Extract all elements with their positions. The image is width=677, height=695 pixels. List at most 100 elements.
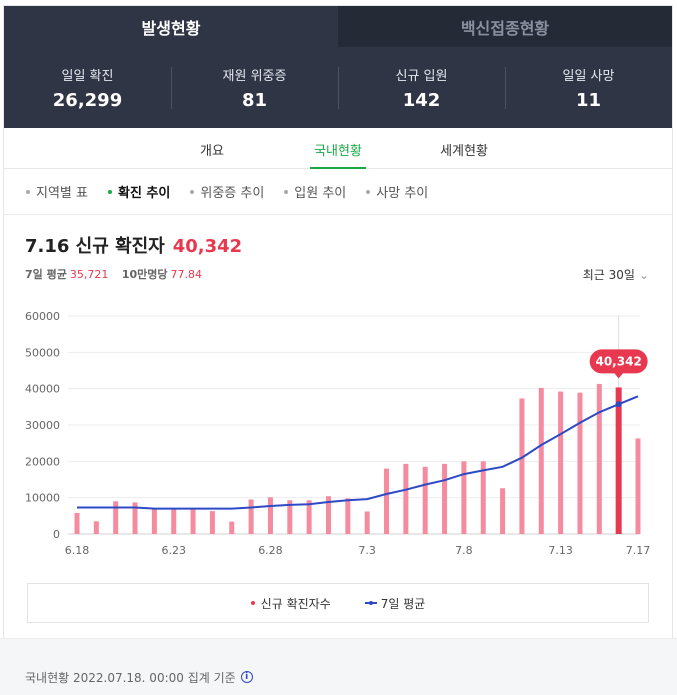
bar: [248, 499, 254, 534]
tab-vaccination-status[interactable]: 백신접종현황: [338, 6, 672, 47]
headline-title: 7.16 신규 확진자: [25, 236, 165, 257]
bar: [558, 391, 564, 534]
x-tick-label: 7.17: [626, 544, 651, 557]
bar: [500, 488, 506, 534]
chevron-down-icon: ⌄: [638, 268, 649, 282]
y-tick-label: 30000: [25, 419, 60, 432]
filter-critical-trend[interactable]: 위중증 추이: [190, 182, 264, 201]
bar: [287, 500, 293, 534]
stats-row: 일일 확진 26,299 재원 위중증 81 신규 입원 142 일일 사망 1…: [4, 47, 672, 128]
y-tick-label: 50000: [25, 346, 60, 359]
per100k-label: 10만명당: [121, 268, 168, 281]
legend-item-confirmed[interactable]: 신규 확진자수: [250, 595, 331, 612]
bar: [442, 463, 448, 534]
filter-label: 지역별 표: [36, 186, 88, 201]
y-tick-label: 60000: [25, 310, 60, 323]
stat-critical: 재원 위중증 81: [171, 65, 338, 111]
tab-overview[interactable]: 개요: [200, 144, 224, 159]
stat-daily-deaths: 일일 사망 11: [505, 65, 672, 111]
headline-value: 40,342: [172, 236, 243, 257]
avg-line: [77, 395, 639, 510]
bar: [267, 497, 273, 534]
footer-text: 국내현황 2022.07.18. 00:00 집계 기준: [25, 670, 236, 685]
filter-label: 입원 추이: [294, 186, 347, 201]
headline-subline: 7일 평균 35,721 10만명당 77.84: [25, 266, 212, 282]
bar: [596, 383, 602, 534]
filter-hospital-trend[interactable]: 입원 추이: [284, 182, 346, 201]
filter-confirmed-trend[interactable]: 확진 추이: [107, 182, 171, 201]
confirmed-trend-chart: 0 10000 20000 30000 40000 50000 60000 6.18 6.23 6…: [25, 310, 651, 557]
highlight-bubble: [589, 349, 648, 374]
tab-world[interactable]: 세계현황: [440, 144, 488, 159]
bar: [577, 392, 583, 534]
stat-label: 신규 입원: [395, 68, 448, 84]
legend-line-icon: [364, 601, 377, 605]
info-icon[interactable]: i: [240, 671, 253, 683]
bar: [480, 461, 486, 534]
stat-value: 11: [575, 89, 602, 111]
bar: [132, 502, 138, 534]
per100k-value: 77.84: [170, 268, 203, 281]
legend-label: 7일 평균: [380, 596, 426, 611]
bar: [422, 466, 428, 534]
stat-new-hospitalized: 신규 입원 142: [338, 65, 505, 111]
headline: 7.16 신규 확진자 40,342: [25, 232, 242, 258]
tab-domestic[interactable]: 국내현황: [275, 128, 401, 169]
bar: [538, 387, 544, 534]
filter-death-trend[interactable]: 사망 추이: [366, 182, 428, 201]
bar: [461, 461, 467, 534]
x-tick-label: 7.13: [548, 544, 573, 557]
filter-label: 사망 추이: [376, 186, 429, 201]
y-tick-label: 0: [53, 528, 60, 541]
avg-label: 7일 평균: [25, 268, 67, 281]
y-tick-label: 20000: [25, 455, 60, 468]
bar: [306, 500, 312, 534]
period-dropdown[interactable]: 최근 30일 ⌄: [583, 266, 649, 283]
legend-label: 신규 확진자수: [260, 596, 331, 611]
bullet-icon: [366, 189, 371, 194]
avg-value: 35,721: [69, 268, 109, 281]
legend-dot-icon: [250, 601, 255, 605]
stat-label: 일일 사망: [562, 68, 615, 84]
bar: [364, 511, 370, 534]
x-tick-label: 7.8: [455, 544, 473, 557]
bar: [519, 398, 525, 534]
bullet-icon: [284, 189, 289, 194]
bar: [403, 463, 409, 534]
bar: [325, 496, 331, 534]
stat-label: 일일 확진: [61, 68, 114, 84]
bar: [615, 387, 622, 534]
bullet-icon: [107, 189, 112, 194]
bullet-icon: [26, 189, 30, 194]
bar: [209, 511, 215, 534]
bar: [635, 438, 641, 534]
highlight-label: 40,342: [595, 354, 641, 368]
filter-row: 지역별 표 확진 추이 위중증 추이 입원 추이 사망 추이: [4, 169, 672, 215]
stat-value: 142: [402, 89, 441, 111]
x-tick-label: 7.3: [358, 544, 376, 557]
stat-value: 81: [241, 89, 268, 111]
y-tick-label: 40000: [25, 383, 60, 396]
legend-item-average[interactable]: 7일 평균: [364, 595, 426, 612]
x-tick-label: 6.18: [65, 544, 90, 557]
footer: 국내현황 2022.07.18. 00:00 집계 기준 i: [0, 638, 677, 695]
bar: [190, 509, 196, 534]
stat-value: 26,299: [52, 89, 123, 111]
tab-occurrence-status[interactable]: 발생현황: [4, 6, 338, 47]
x-tick-label: 6.23: [161, 544, 186, 557]
bar: [113, 501, 119, 534]
x-tick-label: 6.28: [258, 544, 283, 557]
filter-region-table[interactable]: 지역별 표: [26, 182, 88, 201]
covid-status-panel: 발생현황 백신접종현황 일일 확진 26,299 재원 위중증 81 신규 입원…: [3, 5, 673, 695]
chart-legend: 신규 확진자수 7일 평균: [27, 583, 649, 623]
filter-label: 위중증 추이: [200, 186, 265, 201]
bar: [345, 498, 351, 534]
avg-point: [615, 401, 622, 408]
filter-label: 확진 추이: [117, 186, 171, 201]
sub-tabs: 개요 국내현황 세계현황: [4, 128, 672, 169]
bullet-icon: [190, 189, 195, 194]
bar: [93, 521, 99, 534]
highlight-bubble-pointer: [613, 372, 624, 379]
bar: [151, 508, 157, 534]
stat-label: 재원 위중증: [222, 68, 287, 84]
